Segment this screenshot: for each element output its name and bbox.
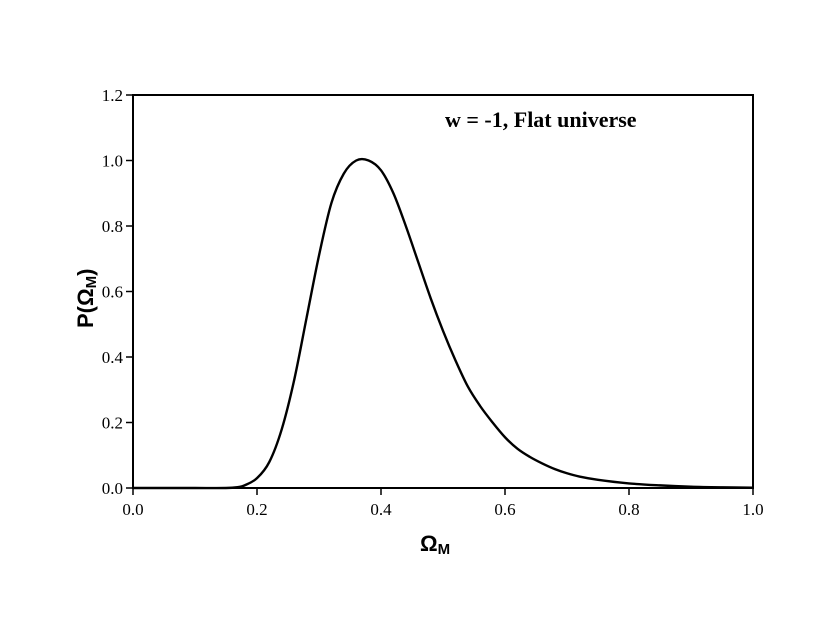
x-axis-ticks: 0.0 0.2 0.4 0.6 0.8 1.0 — [122, 488, 764, 519]
y-axis-ticks: 0.0 0.2 0.4 0.6 0.8 1.0 1.2 — [102, 86, 133, 498]
y-axis-label: P(ΩM) — [73, 269, 100, 328]
x-axis-label: ΩM — [420, 531, 450, 558]
x-tick-label: 0.8 — [618, 500, 639, 519]
y-tick-label: 1.0 — [102, 152, 123, 171]
chart-annotation: w = -1, Flat universe — [445, 107, 637, 132]
x-tick-label: 0.2 — [246, 500, 267, 519]
y-tick-label: 0.6 — [102, 283, 123, 302]
y-tick-label: 0.0 — [102, 479, 123, 498]
plot-frame — [132, 94, 754, 489]
x-tick-label: 1.0 — [742, 500, 763, 519]
y-tick-label: 0.2 — [102, 414, 123, 433]
x-tick-label: 0.6 — [494, 500, 515, 519]
series-line — [133, 157, 754, 490]
x-tick-label: 0.0 — [122, 500, 143, 519]
y-tick-label: 0.8 — [102, 217, 123, 236]
x-tick-label: 0.4 — [370, 500, 392, 519]
y-tick-label: 0.4 — [102, 348, 124, 367]
y-tick-label: 1.2 — [102, 86, 123, 105]
